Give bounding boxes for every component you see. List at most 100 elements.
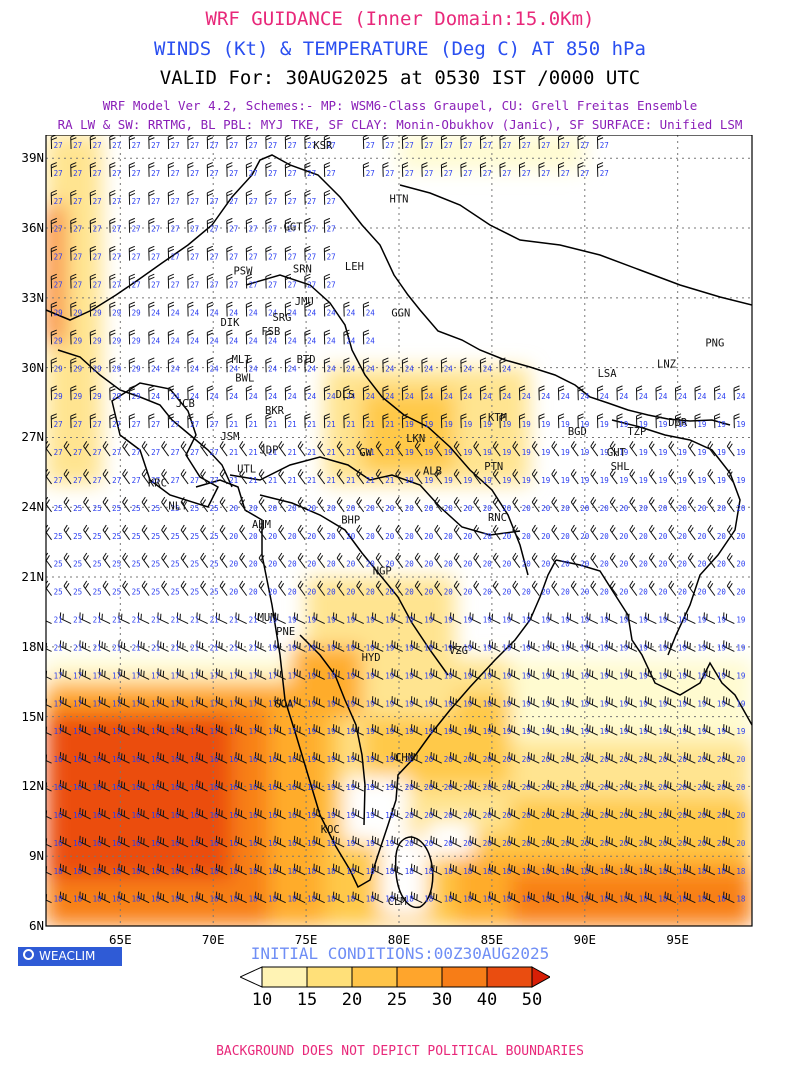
temperature-value: 27 [93, 281, 102, 290]
temperature-value: 27 [327, 253, 336, 262]
temperature-value: 27 [229, 225, 238, 234]
temperature-value: 21 [151, 616, 160, 625]
wind-barb [239, 468, 248, 485]
wind-barb [196, 668, 208, 680]
wind-barb [137, 807, 150, 820]
temperature-value: 20 [580, 504, 590, 513]
wind-barb [98, 612, 111, 625]
wind-barb [254, 779, 267, 792]
latitude-label: 33N [21, 289, 44, 305]
wind-barb [50, 329, 58, 345]
temperature-value: 27 [210, 281, 219, 290]
temperature-value: 19 [736, 420, 745, 429]
wind-barb [63, 524, 72, 541]
wind-barb [313, 751, 325, 764]
temperature-value: 20 [639, 588, 649, 597]
temperature-value: 20 [580, 588, 590, 597]
wind-barb [566, 807, 579, 820]
wind-barb [362, 385, 370, 401]
temperature-value: 19 [619, 616, 628, 625]
temperature-value: 21 [307, 420, 316, 429]
temperature-value: 27 [268, 197, 277, 206]
temperature-value: 19 [366, 755, 375, 764]
temperature-value: 20 [658, 560, 668, 569]
wind-barb [297, 524, 306, 541]
temperature-value: 19 [307, 727, 316, 736]
colorbar-segment [486, 966, 533, 988]
wind-barb [531, 552, 540, 569]
temperature-value: 24 [307, 308, 317, 317]
colorbar-tick-label: 50 [521, 990, 543, 1010]
temperature-value: 19 [405, 476, 414, 485]
wind-barb [59, 668, 72, 680]
wind-barb [98, 891, 111, 904]
temperature-value: 20 [658, 839, 668, 848]
temperature-value: 20 [307, 504, 317, 513]
wind-barb [79, 835, 91, 848]
wind-barb [586, 612, 599, 625]
temperature-value: 24 [171, 364, 181, 373]
wind-barb [410, 640, 423, 652]
wind-barb [683, 891, 696, 904]
temperature-value: 19 [307, 839, 316, 848]
temperature-value: 19 [736, 699, 745, 708]
station-label: GGT [284, 221, 304, 233]
temperature-value: 27 [307, 281, 316, 290]
wind-barb [371, 724, 384, 736]
temperature-value: 29 [112, 336, 121, 345]
temperature-value: 19 [717, 727, 726, 736]
temperature-value: 21 [112, 616, 121, 625]
temperature-value: 24 [288, 336, 298, 345]
wind-barb [79, 668, 91, 680]
wind-barb [586, 891, 599, 904]
wind-barb [469, 640, 481, 652]
temperature-value: 27 [151, 225, 160, 234]
wind-barb [284, 413, 292, 429]
temperature-value: 19 [385, 671, 394, 680]
wind-barb [488, 696, 501, 708]
temperature-value: 19 [405, 616, 414, 625]
temperature-value: 18 [600, 895, 610, 904]
wind-barb [343, 385, 350, 401]
station-label: SRN [293, 263, 312, 275]
wind-barb [215, 696, 228, 708]
temperature-value: 20 [736, 588, 746, 597]
temperature-value: 27 [249, 141, 258, 150]
temperature-value: 20 [697, 504, 707, 513]
wind-barb [176, 751, 189, 764]
temperature-value: 20 [268, 532, 278, 541]
wind-barb [531, 580, 540, 596]
wind-barb [122, 441, 131, 457]
temperature-value: 17 [73, 699, 82, 708]
temperature-value: 21 [249, 616, 258, 625]
temperature-value: 18 [717, 895, 727, 904]
temperature-value: 16 [229, 839, 239, 848]
temperature-value: 17 [171, 727, 180, 736]
wind-barb [410, 835, 423, 848]
wind-barb [196, 696, 208, 708]
temperature-value: 19 [346, 616, 355, 625]
temperature-value: 29 [54, 308, 63, 317]
temperature-value: 27 [268, 253, 277, 262]
wind-barb [293, 751, 306, 764]
temperature-value: 27 [229, 141, 238, 150]
wind-barb [323, 329, 331, 345]
wind-barb [122, 552, 131, 569]
temperature-value: 18 [444, 895, 454, 904]
wind-barb [215, 668, 228, 680]
wind-barb [317, 441, 326, 457]
temperature-value: 19 [424, 448, 433, 457]
temperature-value: 18 [697, 867, 707, 876]
wind-barb [293, 835, 306, 848]
temperature-value: 24 [561, 392, 571, 401]
wind-barb [215, 640, 228, 652]
temperature-value: 16 [112, 839, 122, 848]
temperature-value: 20 [405, 560, 415, 569]
temperature-value: 20 [483, 532, 493, 541]
wind-barb [391, 863, 403, 876]
temperature-value: 27 [444, 169, 453, 178]
wind-barb [430, 807, 442, 820]
station-label: JDP [259, 445, 278, 457]
station-label: LNZ [657, 359, 676, 371]
wind-barb [332, 891, 345, 904]
